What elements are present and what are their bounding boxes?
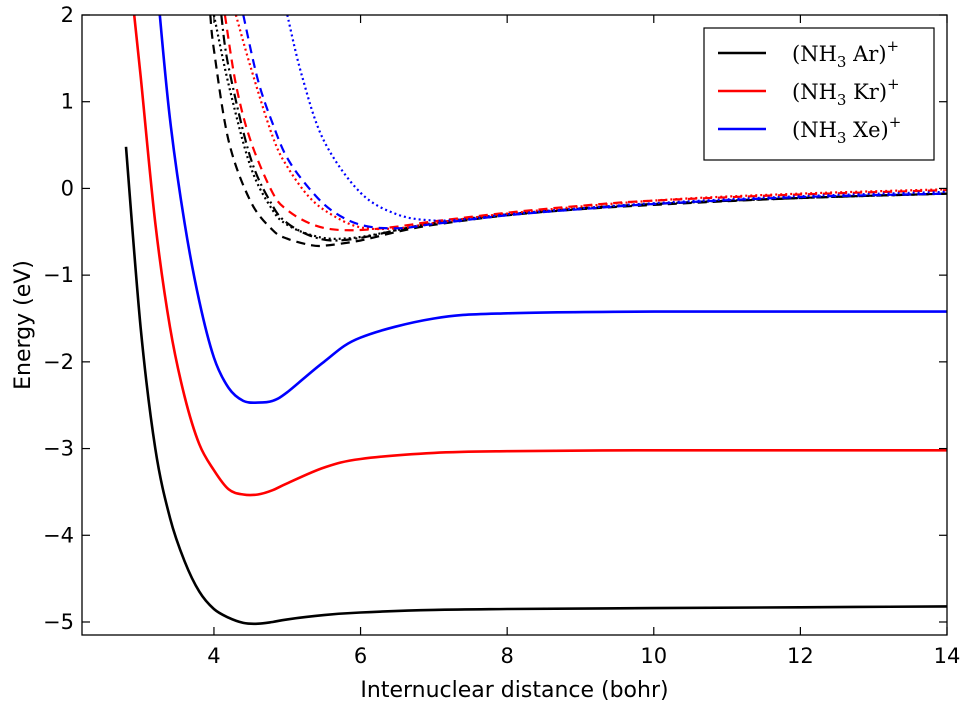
legend-label: (NH3 Kr)+ (792, 75, 900, 109)
series-xe-solid (158, 15, 947, 404)
legend-label: (NH3 Ar)+ (792, 37, 899, 71)
series-ar-solid (124, 146, 947, 626)
x-axis-label: Internuclear distance (bohr) (360, 678, 668, 702)
x-tick-label: 12 (787, 644, 814, 668)
curve-layer (124, 15, 947, 626)
y-tick-label: 2 (61, 3, 74, 27)
x-tick-label: 6 (354, 644, 367, 668)
y-tick-label: −2 (43, 350, 74, 374)
legend-box (703, 27, 935, 161)
series-xe-dotted (286, 15, 947, 222)
x-tick-label: 14 (934, 644, 961, 668)
series-ar-dashed (209, 15, 947, 248)
y-tick-label: 0 (61, 176, 74, 200)
y-tick-label: 1 (61, 90, 74, 114)
y-tick-label: −3 (43, 437, 74, 461)
series-xe-dashed (242, 15, 947, 230)
x-tick-label: 8 (500, 644, 513, 668)
plot-frame (81, 14, 948, 636)
series-kr-dotted (234, 15, 947, 231)
y-tick-label: −5 (43, 610, 74, 634)
x-tick-label: 4 (207, 644, 220, 668)
y-tick-label: −1 (43, 263, 74, 287)
series-kr-solid (132, 15, 947, 497)
y-axis-label: Energy (eV) (11, 260, 36, 390)
y-tick-label: −4 (43, 523, 74, 547)
x-tick-label: 10 (640, 644, 667, 668)
legend-label: (NH3 Xe)+ (792, 113, 901, 147)
legend: (NH3 Ar)+ (NH3 Kr)+ (NH3 Xe)+ (703, 27, 935, 161)
